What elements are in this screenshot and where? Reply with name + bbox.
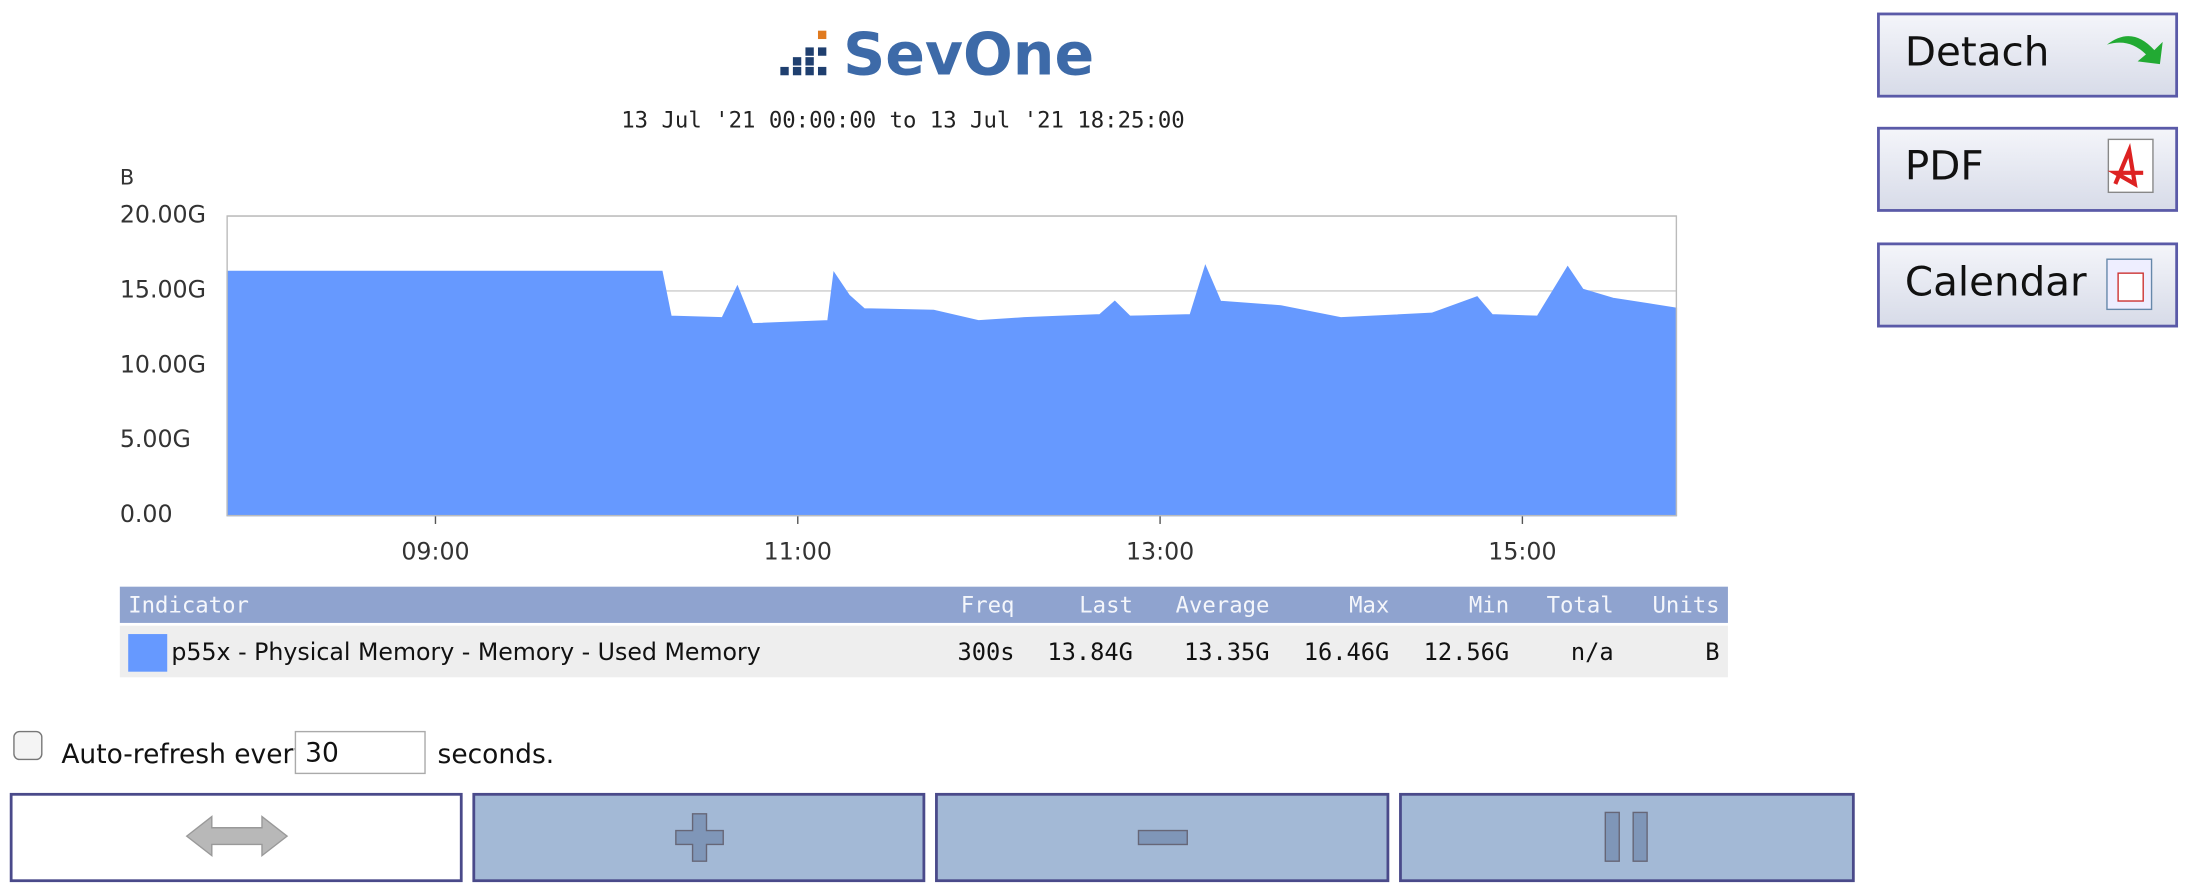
table-header-cell: Indicator xyxy=(128,593,249,619)
table-cell: 16.46G xyxy=(1304,638,1390,666)
y-tick-label: 5.00G xyxy=(120,425,191,453)
table-header-cell: Freq xyxy=(961,593,1015,619)
refresh-input-value: 30 xyxy=(305,737,339,768)
calendar-button[interactable]: Calendar xyxy=(1877,242,2179,328)
table-header-cell: Average xyxy=(1176,593,1270,619)
plot: 0.00 5.00G 10.00G 15.00G 20.00G 09:00 11:00 13:… xyxy=(120,201,1678,566)
icon xyxy=(2117,272,2144,302)
legend-entry: p55x - Physical Memory - Memory - Used M… xyxy=(171,638,760,666)
x-tick-label: 11:00 xyxy=(764,538,832,566)
legend-swatch xyxy=(128,634,168,672)
refresh-input[interactable] xyxy=(294,730,426,775)
table-header xyxy=(119,586,1728,623)
table-header-cell: Min xyxy=(1469,593,1509,619)
plot-frame xyxy=(226,215,1678,517)
button-label: Calendar xyxy=(1905,257,2087,305)
auto-refresh-checkbox[interactable] xyxy=(13,730,43,761)
pan-button[interactable] xyxy=(9,792,463,883)
logo: SevOne xyxy=(780,21,1094,89)
detach-button[interactable]: Detach xyxy=(1877,12,2179,98)
table-cell: 300s xyxy=(957,638,1014,666)
table-cell: B xyxy=(1705,638,1719,666)
y-axis-label: B xyxy=(120,165,134,189)
button-label: Detach xyxy=(1905,27,2049,75)
icon xyxy=(2107,143,2144,188)
table-cell: 13.84G xyxy=(1047,638,1133,666)
seconds-label: seconds. xyxy=(438,739,555,770)
zoom-in-button[interactable] xyxy=(472,792,926,883)
y-tick-label: 0.00 xyxy=(120,500,173,528)
logo-text: SevOne xyxy=(843,21,1094,89)
table-header-cell: Last xyxy=(1079,593,1133,619)
x-tick-label: 09:00 xyxy=(401,538,469,566)
table-cell: 12.56G xyxy=(1424,638,1510,666)
zoom-out-button[interactable] xyxy=(935,792,1390,883)
area xyxy=(226,264,1678,517)
pdf-button[interactable]: PDF xyxy=(1877,126,2179,212)
x-tick-label: 13:00 xyxy=(1126,538,1194,566)
table-cell: 13.35G xyxy=(1184,638,1270,666)
x-tick-label: 15:00 xyxy=(1488,538,1556,566)
table-header-cell: Units xyxy=(1652,593,1719,619)
chart-subtitle: 13 Jul '21 00:00:00 to 13 Jul '21 18:25:… xyxy=(621,108,1184,134)
pause-button[interactable] xyxy=(1399,792,1855,883)
table-cell: n/a xyxy=(1571,638,1614,666)
legend-table: Indicator Freq Last Average Max Min Total Units… xyxy=(128,593,1720,672)
table-header-cell: Max xyxy=(1349,593,1389,619)
y-tick-label: 10.00G xyxy=(120,350,206,378)
auto-refresh-label: Auto-refresh every xyxy=(61,739,309,770)
y-tick-label: 15.00G xyxy=(120,275,206,303)
y-tick-label: 20.00G xyxy=(120,201,206,229)
table-header-cell: Total xyxy=(1547,593,1614,619)
icon xyxy=(2106,36,2163,65)
table-row xyxy=(119,625,1728,678)
button-label: PDF xyxy=(1905,142,1984,190)
